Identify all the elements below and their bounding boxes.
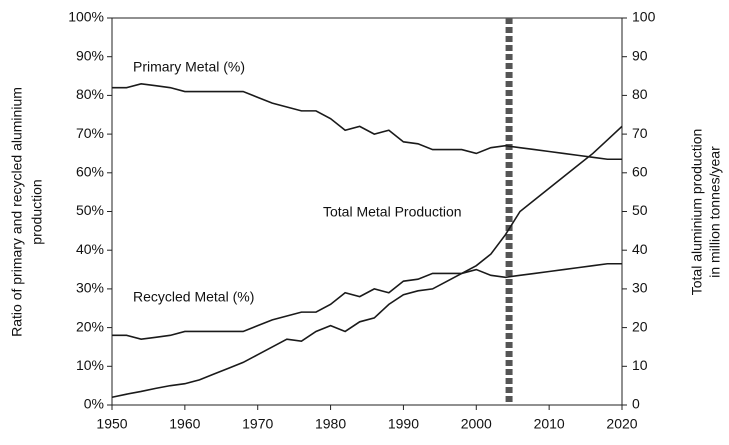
- y-tick-label: 60%: [76, 164, 104, 180]
- x-tick-label: 2000: [461, 416, 492, 432]
- y2-axis-title: in million tonnes/year: [707, 146, 723, 278]
- y-axis-title: Ratio of primary and recycled aluminium: [9, 87, 25, 337]
- x-tick-label: 2010: [534, 416, 565, 432]
- x-tick-label: 1990: [388, 416, 419, 432]
- y2-tick-label: 10: [632, 357, 648, 373]
- y-axis-title: production: [29, 179, 45, 244]
- y-tick-label: 50%: [76, 202, 104, 218]
- series-line: [112, 262, 622, 341]
- y2-tick-label: 60: [632, 164, 648, 180]
- y-tick-label: 10%: [76, 357, 104, 373]
- y2-tick-label: 0: [632, 396, 640, 412]
- y2-tick-label: 70: [632, 125, 648, 141]
- y2-tick-label: 90: [632, 47, 648, 63]
- y2-tick-label: 40: [632, 241, 648, 257]
- y-tick-label: 40%: [76, 241, 104, 257]
- y2-tick-label: 50: [632, 202, 648, 218]
- y2-axis-title: Total aluminium production: [689, 129, 705, 296]
- y2-tick-label: 30: [632, 280, 648, 296]
- y2-tick-label: 80: [632, 86, 648, 102]
- x-tick-label: 1950: [96, 416, 127, 432]
- y2-tick-label: 20: [632, 318, 648, 334]
- series-line: [112, 82, 622, 161]
- y-tick-label: 70%: [76, 125, 104, 141]
- series-label: Recycled Metal (%): [133, 289, 254, 305]
- series-label: Total Metal Production: [323, 204, 462, 220]
- x-tick-label: 2020: [606, 416, 637, 432]
- y-tick-label: 90%: [76, 47, 104, 63]
- series-line: [111, 125, 623, 399]
- x-tick-label: 1980: [315, 416, 346, 432]
- y-tick-label: 20%: [76, 318, 104, 334]
- y-tick-label: 30%: [76, 280, 104, 296]
- series-label: Primary Metal (%): [133, 59, 245, 75]
- y-tick-label: 80%: [76, 86, 104, 102]
- y-tick-label: 100%: [68, 9, 104, 25]
- x-tick-label: 1960: [169, 416, 200, 432]
- x-tick-label: 1970: [242, 416, 273, 432]
- y2-tick-label: 100: [632, 9, 656, 25]
- y-tick-label: 0%: [84, 396, 104, 412]
